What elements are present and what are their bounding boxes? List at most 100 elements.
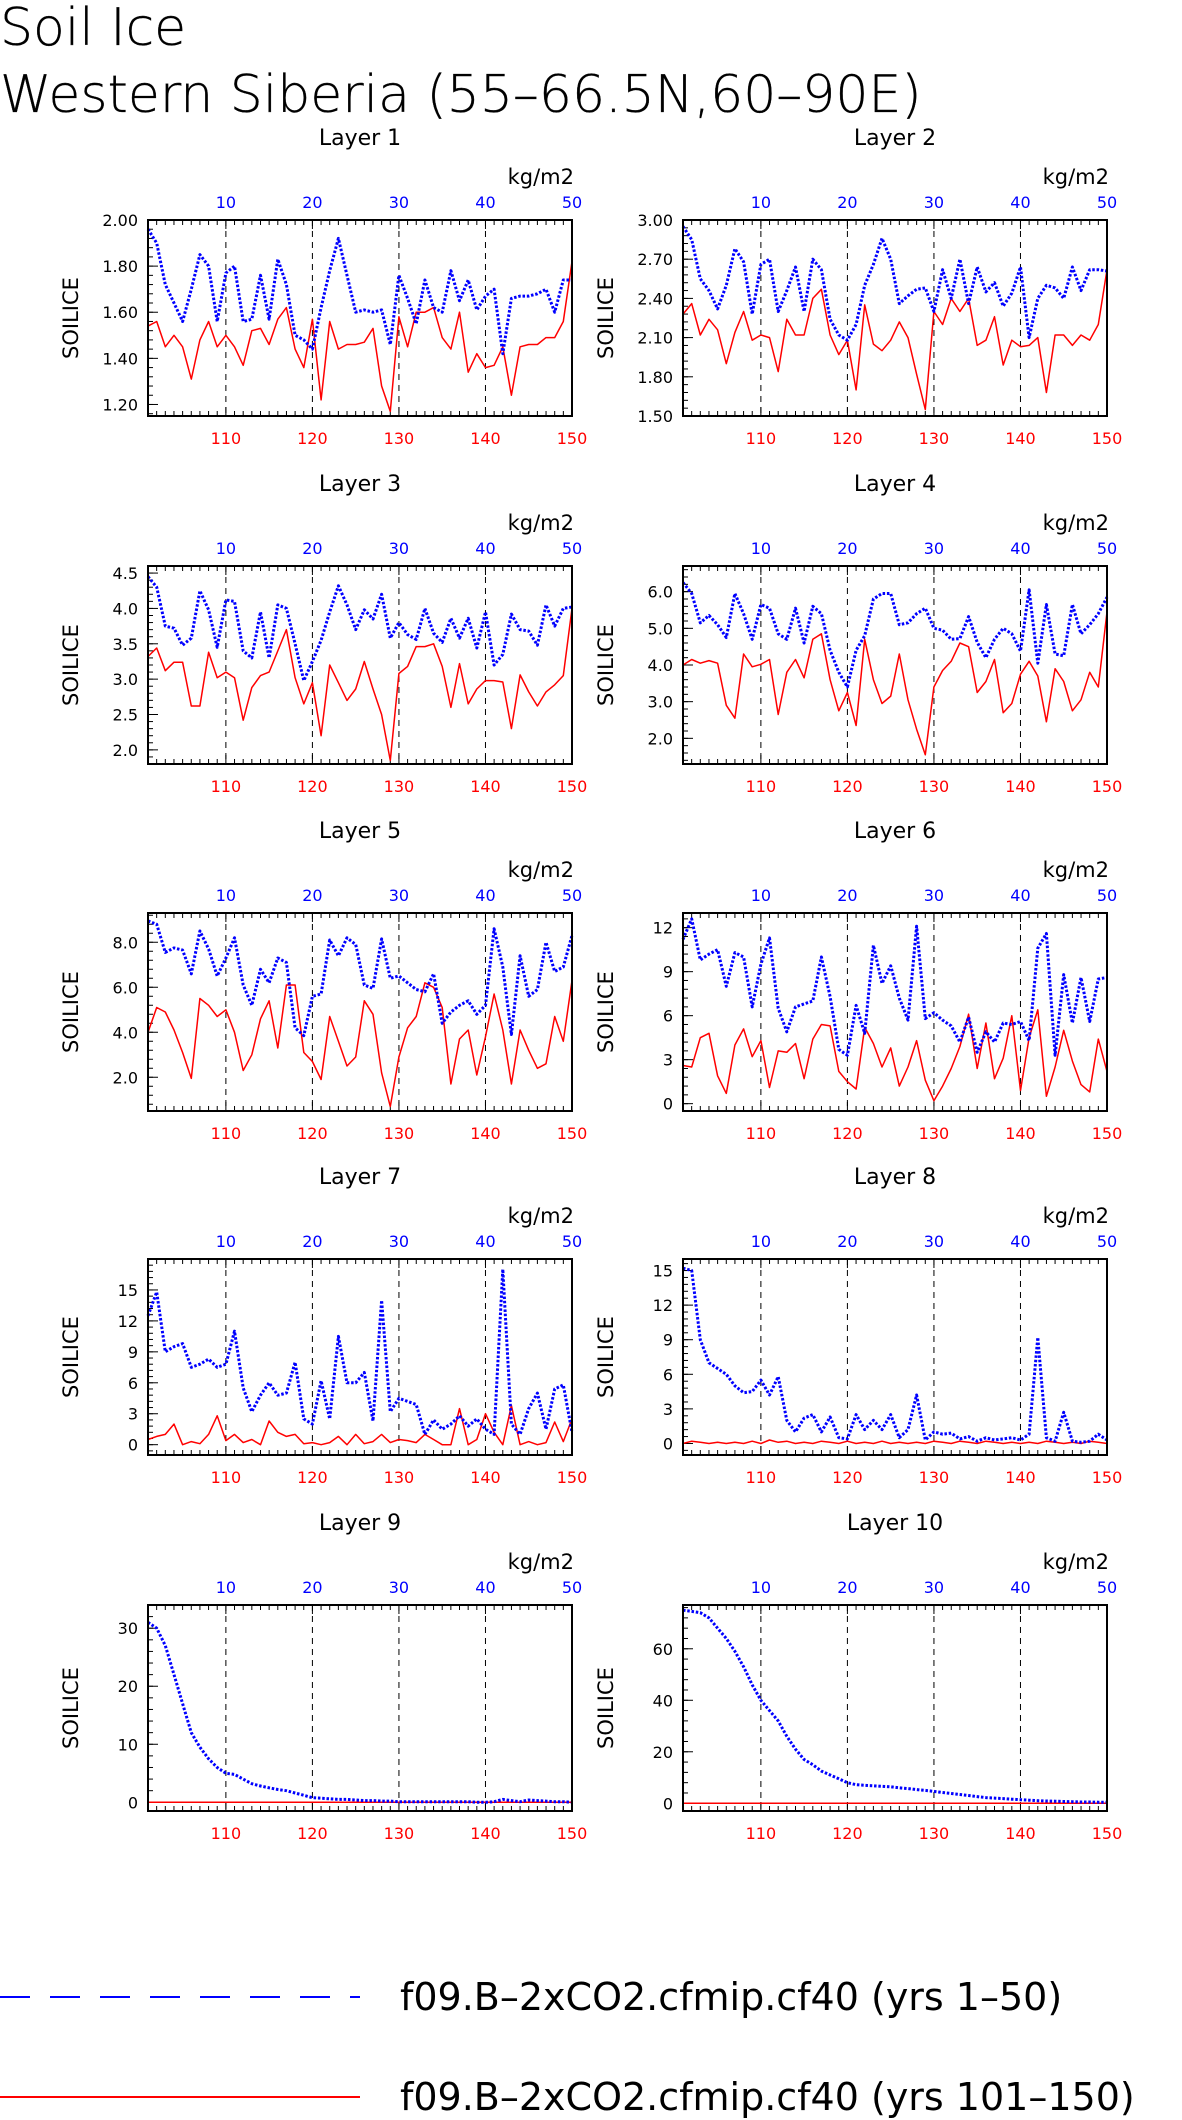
x-tick-label-top: 10 <box>751 1232 771 1251</box>
series-line-yrs-1-50 <box>147 919 574 1038</box>
panel-top-units: kg/m2 <box>508 858 574 882</box>
x-tick-label-bottom: 150 <box>1092 1124 1123 1143</box>
plot-frame <box>682 565 1108 765</box>
layer-panel: Layer 9 kg/m2 SOILICE 110 120 130 140 150 10 20 30… <box>59 1511 587 1843</box>
x-tick-label-top: 30 <box>924 193 944 212</box>
panel-title: Layer 6 <box>854 819 936 844</box>
y-tick-label: 6.0 <box>648 583 673 602</box>
x-tick-label-bottom: 110 <box>211 777 242 796</box>
x-tick-label-top: 30 <box>389 886 409 905</box>
series-line-yrs-1-50 <box>681 225 1108 342</box>
x-tick-label-top: 50 <box>1097 539 1117 558</box>
series-line-yrs-101-150 <box>682 269 1108 411</box>
x-tick-label-top: 20 <box>302 1578 322 1597</box>
panel-top-units: kg/m2 <box>508 511 574 535</box>
x-tick-label-bottom: 140 <box>1005 429 1036 448</box>
y-tick-label: 2.00 <box>102 211 138 230</box>
x-tick-label-bottom: 150 <box>557 429 588 448</box>
y-tick-label: 4.0 <box>113 599 138 618</box>
panel-ylabel: SOILICE <box>59 971 83 1053</box>
x-tick-label-bottom: 130 <box>384 1124 415 1143</box>
panel-ylabel: SOILICE <box>594 1667 618 1749</box>
x-tick-label-bottom: 140 <box>1005 1124 1036 1143</box>
y-tick-label: 15 <box>653 1262 673 1281</box>
y-tick-label: 1.80 <box>102 257 138 276</box>
y-tick-label: 20 <box>118 1677 138 1696</box>
x-tick-label-top: 30 <box>924 1232 944 1251</box>
x-tick-label-bottom: 110 <box>211 1468 242 1487</box>
y-tick-label: 6 <box>663 1007 673 1026</box>
panel-ylabel: SOILICE <box>59 1316 83 1398</box>
y-tick-label: 3 <box>663 1400 673 1419</box>
y-tick-label: 3 <box>128 1405 138 1424</box>
x-tick-label-top: 30 <box>924 539 944 558</box>
x-tick-label-top: 40 <box>475 193 495 212</box>
panel-title: Layer 10 <box>847 1511 943 1536</box>
y-tick-label: 1.80 <box>637 368 673 387</box>
y-tick-label: 4.0 <box>648 656 673 675</box>
x-tick-label-bottom: 130 <box>384 777 415 796</box>
series-line-yrs-1-50 <box>681 917 1108 1057</box>
series-line-yrs-101-150 <box>682 1009 1108 1102</box>
x-tick-label-top: 30 <box>924 1578 944 1597</box>
panel-top-units: kg/m2 <box>1043 511 1109 535</box>
x-tick-label-bottom: 110 <box>746 429 777 448</box>
y-tick-label: 2.5 <box>113 706 138 725</box>
x-tick-label-bottom: 120 <box>297 777 328 796</box>
layer-panel: Layer 4 kg/m2 SOILICE 110 120 130 140 150 10 20 30… <box>594 472 1122 796</box>
panel-title: Layer 7 <box>319 1165 401 1190</box>
figure-title-line2: Western Siberia (55–66.5N,60–90E) <box>0 65 922 125</box>
y-tick-label: 6 <box>128 1374 138 1393</box>
y-tick-label: 9 <box>663 963 673 982</box>
y-tick-label: 2.0 <box>113 1068 138 1087</box>
x-tick-label-top: 20 <box>837 886 857 905</box>
plot-frame <box>147 912 573 1112</box>
x-tick-label-bottom: 120 <box>297 429 328 448</box>
x-tick-label-bottom: 110 <box>746 1824 777 1843</box>
x-tick-label-bottom: 130 <box>384 1468 415 1487</box>
x-tick-label-top: 50 <box>1097 886 1117 905</box>
x-tick-label-top: 30 <box>389 1232 409 1251</box>
y-tick-label: 2.40 <box>637 289 673 308</box>
layer-panel: Layer 1 kg/m2 SOILICE 110 120 130 140 150 10 20 30… <box>59 126 587 448</box>
x-tick-label-top: 20 <box>302 1232 322 1251</box>
y-tick-label: 2.0 <box>113 741 138 760</box>
x-tick-label-bottom: 130 <box>919 1468 950 1487</box>
x-tick-label-top: 10 <box>751 539 771 558</box>
y-tick-label: 3.00 <box>637 211 673 230</box>
y-tick-label: 4.0 <box>113 1023 138 1042</box>
series-line-yrs-1-50 <box>682 1608 1107 1804</box>
plot-frame <box>147 565 573 765</box>
series-line-yrs-101-150 <box>147 261 573 413</box>
figure-title-line1: Soil Ice <box>0 0 186 58</box>
series-line-yrs-101-150 <box>147 1404 573 1446</box>
y-tick-label: 8.0 <box>113 933 138 952</box>
series-line-yrs-101-150 <box>682 611 1108 756</box>
x-tick-label-top: 40 <box>475 539 495 558</box>
layer-panel: Layer 5 kg/m2 SOILICE 110 120 130 140 150 10 20 30… <box>59 819 587 1143</box>
layer-panel: Layer 3 kg/m2 SOILICE 110 120 130 140 150 10 20 30… <box>59 472 587 796</box>
y-tick-label: 1.60 <box>102 303 138 322</box>
x-tick-label-top: 30 <box>389 193 409 212</box>
y-tick-label: 30 <box>118 1619 138 1638</box>
x-tick-label-bottom: 110 <box>211 1124 242 1143</box>
panel-top-units: kg/m2 <box>1043 1204 1109 1228</box>
x-tick-label-bottom: 130 <box>919 429 950 448</box>
y-tick-label: 1.40 <box>102 349 138 368</box>
y-tick-label: 1.50 <box>637 407 673 426</box>
x-tick-label-top: 10 <box>216 886 236 905</box>
panel-title: Layer 5 <box>319 819 401 844</box>
x-tick-label-bottom: 140 <box>470 1124 501 1143</box>
x-tick-label-bottom: 140 <box>470 1824 501 1843</box>
panel-top-units: kg/m2 <box>508 165 574 189</box>
panel-top-units: kg/m2 <box>508 1550 574 1574</box>
x-tick-label-bottom: 150 <box>557 777 588 796</box>
y-tick-label: 15 <box>118 1281 138 1300</box>
y-tick-label: 9 <box>128 1343 138 1362</box>
panel-top-units: kg/m2 <box>1043 1550 1109 1574</box>
